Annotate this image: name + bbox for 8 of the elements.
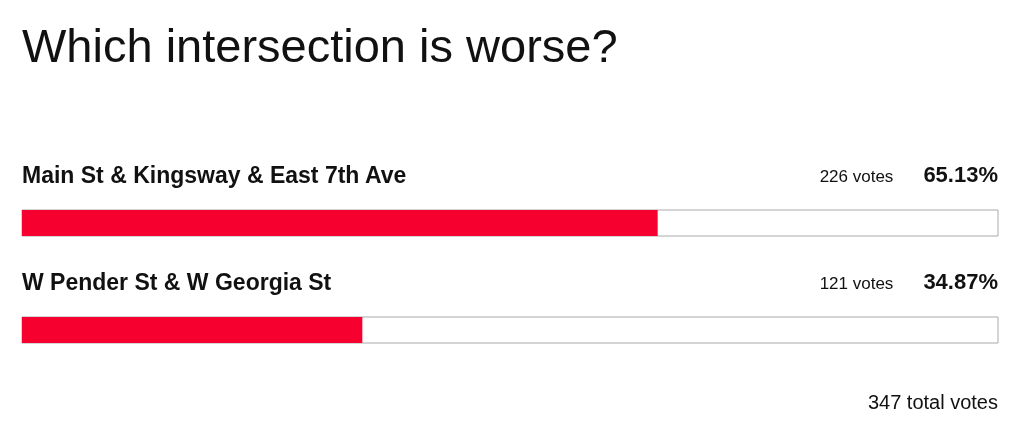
y-tick-label: Main St & Kingsway & East 7th Ave — [22, 162, 407, 189]
text: 347 total votes — [867, 391, 998, 414]
y-tick-label: W Pender St & W Georgia St — [22, 269, 332, 296]
annotation: 121 votes — [819, 274, 894, 294]
annotation: 226 votes — [819, 167, 894, 187]
chart-title: Which intersection is worse? — [22, 18, 618, 73]
data-label: 34.87% — [923, 269, 998, 295]
data-label: 65.13% — [923, 162, 998, 188]
